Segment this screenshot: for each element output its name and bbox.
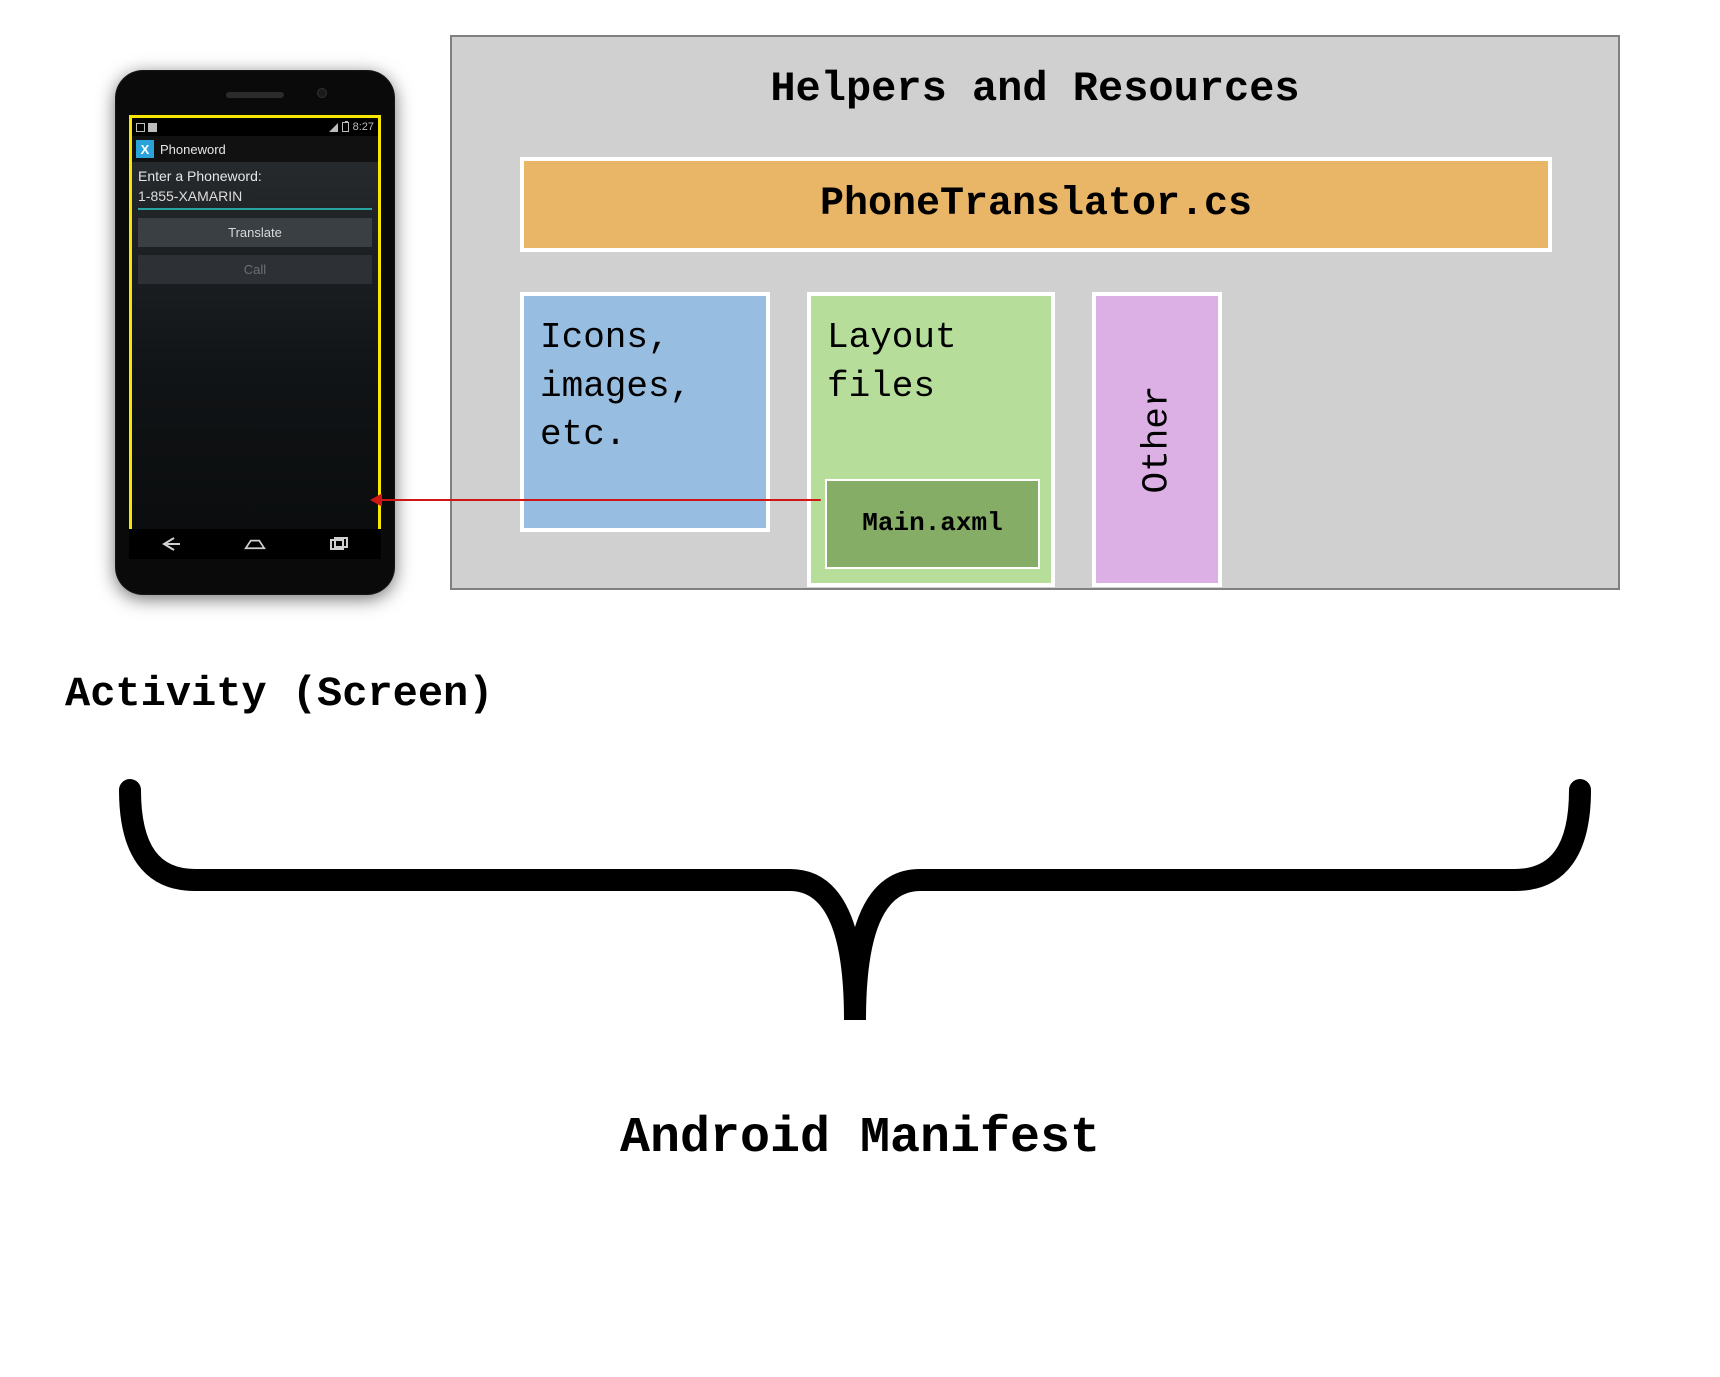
call-button[interactable]: Call: [138, 255, 372, 284]
statusbar-left-icons: [136, 123, 157, 132]
nav-back-icon[interactable]: [160, 535, 182, 553]
phone-camera: [317, 88, 327, 98]
main-axml-label: Main.axml: [862, 506, 1002, 541]
curly-brace: [130, 790, 1580, 1020]
phoneword-label: Enter a Phoneword:: [138, 168, 372, 184]
statusbar-icon: [136, 123, 145, 132]
battery-icon: [342, 122, 349, 132]
main-axml-box: Main.axml: [825, 479, 1040, 569]
phoneword-input[interactable]: 1-855-XAMARIN: [138, 188, 372, 210]
diagram-canvas: 8:27 X Phoneword Enter a Phoneword: 1-85…: [0, 0, 1720, 1377]
app-bar: X Phoneword: [132, 136, 378, 162]
statusbar-icon: [148, 123, 157, 132]
app-content: Enter a Phoneword: 1-855-XAMARIN Transla…: [132, 162, 378, 542]
layout-files-label: Layout files: [827, 317, 957, 407]
status-bar: 8:27: [132, 118, 378, 136]
phonetranslator-label: PhoneTranslator.cs: [820, 182, 1252, 227]
android-nav-bar: [129, 529, 381, 559]
app-icon-glyph: X: [141, 142, 150, 157]
activity-caption: Activity (Screen): [65, 670, 493, 718]
icons-images-box: Icons, images, etc.: [520, 292, 770, 532]
phone-speaker: [226, 92, 284, 98]
phone-mockup: 8:27 X Phoneword Enter a Phoneword: 1-85…: [115, 70, 395, 595]
resources-panel: Helpers and Resources PhoneTranslator.cs…: [450, 35, 1620, 590]
app-title: Phoneword: [160, 142, 226, 157]
other-resources-label: Other: [1137, 385, 1178, 493]
statusbar-right-icons: 8:27: [329, 121, 374, 133]
app-icon: X: [136, 140, 154, 158]
nav-home-icon[interactable]: [244, 535, 266, 553]
translate-button[interactable]: Translate: [138, 218, 372, 247]
layout-files-box: Layout files Main.axml: [807, 292, 1055, 587]
icons-images-label: Icons, images, etc.: [540, 317, 691, 455]
manifest-caption: Android Manifest: [0, 1110, 1720, 1167]
resources-title: Helpers and Resources: [452, 65, 1618, 113]
statusbar-time: 8:27: [353, 121, 374, 133]
other-resources-box: Other: [1092, 292, 1222, 587]
phone-screen-highlight: 8:27 X Phoneword Enter a Phoneword: 1-85…: [129, 115, 381, 545]
phonetranslator-file-box: PhoneTranslator.cs: [520, 157, 1552, 252]
nav-recent-icon[interactable]: [328, 535, 350, 553]
signal-icon: [329, 123, 338, 132]
